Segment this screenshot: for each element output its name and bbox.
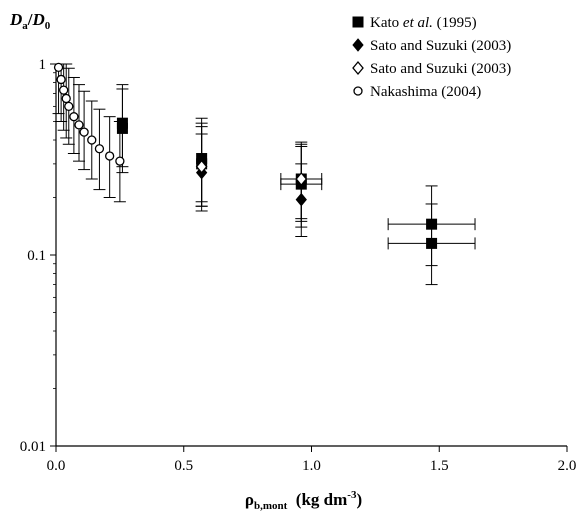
legend-marker bbox=[353, 86, 363, 96]
legend-marker bbox=[352, 16, 364, 28]
series-3 bbox=[52, 62, 126, 203]
data-point bbox=[69, 112, 79, 122]
data-point bbox=[426, 218, 438, 230]
legend-marker bbox=[352, 38, 364, 52]
data-point bbox=[195, 159, 208, 174]
data-point bbox=[79, 127, 89, 137]
x-axis-label: ρb,mont (kg dm-3) bbox=[245, 489, 362, 512]
data-point bbox=[116, 122, 128, 134]
legend-label: Kato et al. (1995) bbox=[370, 15, 477, 31]
x-tick-label: 1.5 bbox=[430, 458, 449, 474]
y-axis-label: Da/D0 bbox=[9, 10, 51, 32]
series-0 bbox=[116, 84, 476, 286]
x-tick-label: 0.0 bbox=[47, 458, 66, 474]
data-point bbox=[295, 171, 308, 187]
y-tick-label: 0.01 bbox=[20, 439, 46, 455]
x-tick-label: 1.0 bbox=[302, 458, 321, 474]
data-point bbox=[59, 85, 69, 95]
data-point bbox=[105, 151, 115, 161]
series-1 bbox=[195, 133, 308, 237]
y-tick-label: 1 bbox=[39, 57, 47, 73]
legend-label: Sato and Suzuki (2003) bbox=[370, 38, 511, 54]
data-point bbox=[56, 74, 66, 85]
data-point bbox=[61, 93, 71, 104]
legend: Kato et al. (1995) Sato and Suzuki (2003)… bbox=[352, 15, 511, 100]
x-tick-label: 0.5 bbox=[174, 458, 193, 474]
legend-marker bbox=[352, 60, 364, 76]
x-tick-label: 2.0 bbox=[558, 458, 577, 474]
data-point bbox=[74, 120, 84, 130]
data-point bbox=[94, 144, 105, 154]
legend-label: Sato and Suzuki (2003) bbox=[370, 61, 511, 77]
y-tick-label: 0.1 bbox=[27, 248, 46, 264]
data-point bbox=[64, 101, 74, 112]
data-point bbox=[87, 135, 97, 145]
data-point bbox=[53, 62, 64, 73]
data-point bbox=[426, 237, 438, 249]
series-2 bbox=[195, 126, 308, 220]
data-point bbox=[115, 156, 125, 166]
legend-label: Nakashima (2004) bbox=[370, 84, 481, 100]
